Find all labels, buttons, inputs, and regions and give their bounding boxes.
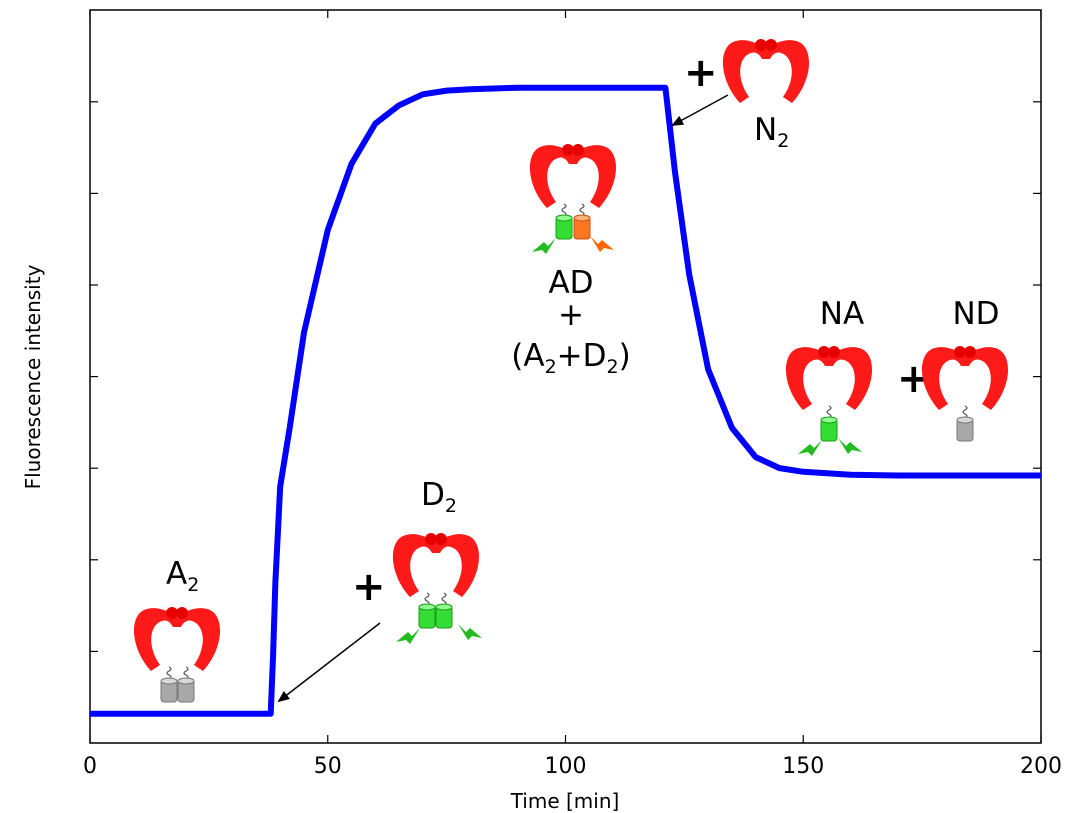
cylinder-green-icon — [555, 214, 573, 240]
ad-sub2: 2 — [607, 356, 619, 378]
plus-sign: + — [684, 50, 718, 96]
lightning-green-icon — [532, 238, 556, 254]
x-tick-label: 0 — [83, 754, 97, 779]
clamp-icon — [392, 533, 480, 597]
ad-line1: AD — [548, 265, 593, 301]
cylinder-gray-icon — [160, 677, 178, 703]
ad-pre: (A — [511, 338, 544, 374]
plus-sign: + — [352, 564, 386, 610]
a2-sub: 2 — [187, 574, 199, 596]
y-ticks — [90, 101, 1041, 653]
clamp-icon — [133, 607, 221, 671]
y-axis-label: Fluorescence intensity — [21, 264, 45, 489]
svg-text:(A2+D2): (A2+D2) — [511, 338, 630, 378]
a2-main: A — [166, 556, 187, 592]
cylinder-green-icon — [418, 603, 436, 629]
arrow-n2 — [671, 94, 729, 126]
lightning-green-icon — [396, 628, 420, 644]
x-ticks — [89, 10, 1042, 743]
d2-main: D — [421, 477, 445, 513]
nd-label: ND — [952, 296, 999, 332]
annotation-ad: AD + (A2+D2) — [511, 144, 631, 378]
cylinder-orange-icon — [573, 214, 591, 240]
svg-text:D2: D2 — [421, 477, 457, 517]
annotation-d2: + D2 — [277, 477, 482, 703]
lightning-green-icon — [838, 438, 862, 454]
x-tick-labels: 0 50 100 150 200 — [83, 754, 1062, 779]
arrow-d2 — [277, 622, 381, 703]
clamp-icon — [529, 144, 617, 208]
x-tick-label: 200 — [1020, 754, 1062, 779]
ad-mid: +D — [557, 338, 607, 374]
clamp-icon — [722, 39, 810, 103]
clamp-icon — [785, 346, 873, 410]
cylinder-gray-icon — [956, 416, 974, 442]
annotation-a2: A2 — [133, 556, 221, 703]
x-tick-label: 150 — [782, 754, 824, 779]
ad-sub1: 2 — [545, 356, 557, 378]
lightning-green-icon — [798, 440, 822, 456]
x-tick-label: 100 — [545, 754, 587, 779]
annotation-n2: + N2 — [671, 39, 810, 152]
x-tick-label: 50 — [314, 754, 342, 779]
svg-text:N2: N2 — [754, 112, 789, 152]
clamp-icon — [921, 346, 1009, 410]
annotation-na: NA — [785, 296, 873, 456]
d2-sub: 2 — [445, 495, 457, 517]
cylinder-gray-icon — [177, 677, 195, 703]
n2-sub: 2 — [777, 130, 789, 152]
series-line — [90, 84, 1041, 717]
ad-post: ) — [619, 338, 631, 374]
cylinder-green-icon — [820, 416, 838, 442]
ad-line2: + — [558, 297, 584, 333]
annotation-nd: ND — [921, 296, 1009, 442]
x-axis-label: Time [min] — [510, 789, 620, 813]
svg-text:A2: A2 — [166, 556, 199, 596]
na-label: NA — [820, 296, 864, 332]
cylinder-green-icon — [435, 603, 453, 629]
lightning-orange-icon — [590, 236, 614, 252]
lightning-green-icon — [458, 624, 482, 640]
n2-main: N — [754, 112, 777, 148]
